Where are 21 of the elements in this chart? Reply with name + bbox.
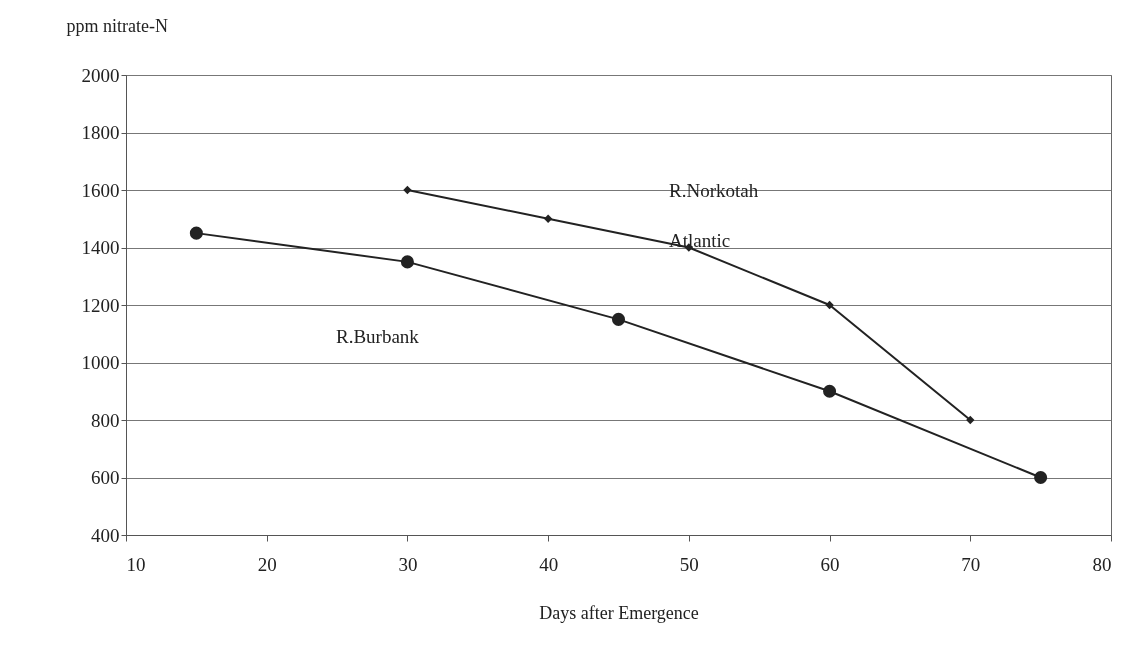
y-tick-label: 400 (91, 524, 120, 546)
x-tick-label: 60 (820, 553, 840, 575)
y-tick-label: 1000 (81, 352, 120, 373)
x-tick-label: 50 (679, 553, 699, 575)
x-tick-label: 80 (1092, 553, 1112, 575)
x-tick-label: 70 (961, 553, 981, 575)
y-tick-label: 600 (91, 467, 120, 488)
x-tick-label: 10 (126, 553, 146, 575)
y-axis-title: ppm nitrate-N (66, 15, 168, 36)
x-tick-label: 40 (539, 553, 559, 575)
y-tick-label: 800 (91, 409, 120, 431)
y-tick-label: 1800 (81, 122, 120, 143)
annotation: Atlantic (669, 230, 731, 251)
x-tick-label: 30 (398, 553, 418, 575)
y-tick-label: 1600 (81, 179, 120, 201)
y-tick-label: 1400 (81, 237, 120, 258)
x-tick-label: 20 (257, 553, 277, 575)
y-tick-label: 2000 (81, 64, 120, 86)
annotation: R.Burbank (336, 326, 420, 347)
y-tick-label: 1200 (81, 294, 120, 316)
x-axis-title: Days after Emergence (539, 602, 699, 623)
